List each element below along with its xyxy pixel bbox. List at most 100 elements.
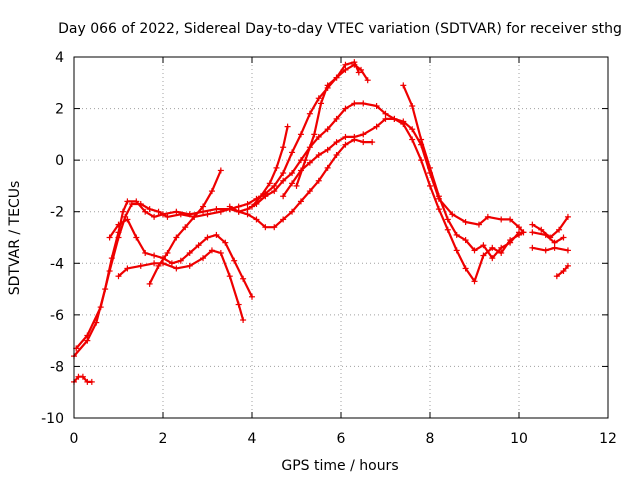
data-point-marker [213, 231, 220, 238]
data-point-marker [173, 208, 180, 215]
data-point-marker [142, 208, 149, 215]
data-point-marker [333, 115, 340, 122]
series-trace-2 [73, 61, 371, 352]
data-point-marker [306, 159, 313, 166]
data-point-marker [204, 234, 211, 241]
data-point-marker [435, 193, 442, 200]
data-point-marker [200, 255, 207, 262]
data-point-marker [106, 268, 113, 275]
data-point-marker [200, 203, 207, 210]
series-trace-8 [280, 115, 527, 285]
data-point-marker [217, 249, 224, 256]
data-point-marker [124, 265, 131, 272]
data-point-marker [257, 193, 264, 200]
data-point-marker [435, 206, 442, 213]
data-point-marker [306, 110, 313, 117]
series-line [228, 138, 374, 229]
data-point-marker [462, 237, 469, 244]
data-point-marker [186, 249, 193, 256]
data-point-marker [351, 59, 358, 66]
data-point-marker [324, 146, 331, 153]
data-point-marker [471, 247, 478, 254]
data-point-marker [382, 115, 389, 122]
data-point-marker [564, 247, 571, 254]
data-point-marker [475, 221, 482, 228]
data-point-marker [88, 378, 95, 385]
data-point-marker [168, 260, 175, 267]
data-point-marker [516, 224, 522, 231]
series-line [250, 125, 289, 208]
data-point-marker [418, 157, 425, 164]
data-point-marker [449, 211, 456, 218]
data-point-marker [280, 170, 287, 177]
data-point-marker [542, 231, 549, 238]
data-point-marker [453, 247, 460, 254]
axis-ticks: 0 2 4 6 8 10 12 -10 -8 -6 -4 -2 0 2 4 [41, 50, 617, 447]
data-point-marker [280, 144, 287, 151]
x-tick-label: 8 [426, 431, 435, 447]
data-point-marker [529, 244, 536, 251]
data-point-marker [516, 229, 522, 236]
data-point-marker [342, 105, 349, 112]
data-point-marker [119, 208, 126, 215]
series-trace-14 [553, 262, 571, 280]
data-point-marker [280, 216, 287, 223]
data-point-marker [418, 136, 425, 143]
data-point-marker [115, 273, 122, 280]
data-point-marker [373, 123, 380, 130]
data-point-marker [208, 247, 215, 254]
data-point-marker [235, 301, 242, 308]
data-point-marker [280, 177, 287, 184]
data-point-marker [173, 234, 180, 241]
data-point-marker [333, 74, 340, 81]
data-point-marker [273, 164, 280, 171]
data-point-marker [235, 208, 242, 215]
data-point-marker [333, 139, 340, 146]
data-point-marker [106, 234, 113, 241]
data-point-marker [186, 262, 193, 269]
x-tick-label: 2 [159, 431, 168, 447]
data-point-marker [324, 126, 331, 133]
series-trace-13 [529, 229, 567, 246]
data-point-marker [235, 203, 242, 210]
data-point-marker [226, 203, 233, 210]
data-point-marker [507, 216, 514, 223]
data-point-marker [564, 213, 571, 220]
y-tick-label: 2 [55, 102, 64, 118]
data-point-marker [444, 216, 451, 223]
data-point-marker [244, 200, 251, 207]
data-point-marker [297, 198, 304, 205]
data-point-marker [289, 170, 296, 177]
data-point-marker [266, 180, 273, 187]
data-point-marker [409, 136, 416, 143]
data-point-marker [244, 211, 251, 218]
data-point-marker [324, 164, 331, 171]
data-point-marker [324, 82, 331, 89]
data-point-marker [84, 332, 91, 339]
data-point-marker [551, 239, 558, 246]
x-tick-label: 4 [248, 431, 257, 447]
series-trace-6 [226, 136, 376, 231]
data-point-marker [529, 229, 536, 236]
data-point-marker [137, 262, 144, 269]
data-point-marker [213, 206, 220, 213]
y-axis-label: SDTVAR / TECUs [7, 181, 23, 296]
data-point-marker [146, 280, 153, 287]
series-trace-4 [115, 247, 247, 324]
data-point-marker [289, 149, 296, 156]
data-point-marker [373, 102, 380, 109]
data-point-marker [271, 224, 278, 231]
data-point-marker [240, 275, 247, 282]
data-point-marker [253, 216, 260, 223]
data-point-marker [484, 213, 491, 220]
data-point-marker [231, 257, 238, 264]
data-point-marker [204, 211, 211, 218]
data-point-marker [249, 203, 255, 210]
data-point-marker [560, 268, 567, 275]
data-point-marker [351, 100, 358, 107]
y-tick-label: -8 [50, 359, 64, 375]
x-tick-label: 12 [599, 431, 617, 447]
data-point-marker [124, 198, 131, 205]
data-point-marker [453, 231, 460, 238]
